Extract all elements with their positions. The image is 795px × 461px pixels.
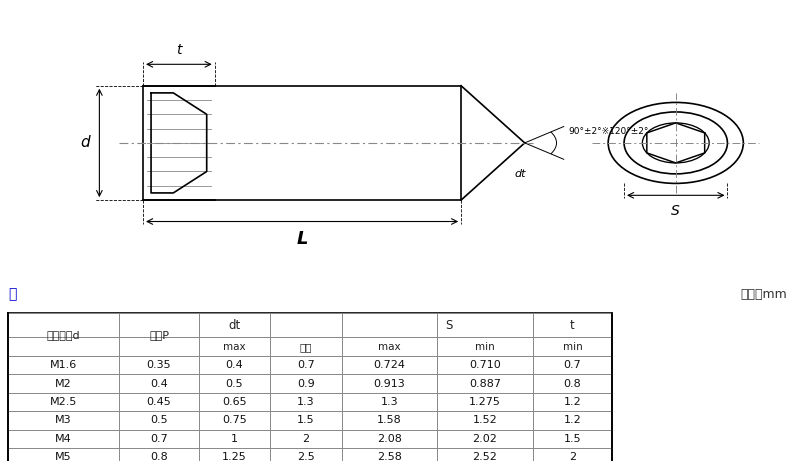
Text: 2.08: 2.08: [377, 434, 402, 444]
Text: 1.52: 1.52: [472, 415, 498, 426]
Text: t: t: [570, 319, 575, 332]
Text: 1.2: 1.2: [564, 415, 581, 426]
Text: 2.52: 2.52: [472, 452, 498, 461]
Text: 2: 2: [569, 452, 576, 461]
Text: 0.7: 0.7: [150, 434, 168, 444]
Text: 1.25: 1.25: [222, 452, 247, 461]
Text: 0.4: 0.4: [226, 360, 243, 370]
Text: 0.7: 0.7: [564, 360, 581, 370]
Text: 单位：mm: 单位：mm: [740, 288, 787, 301]
Text: 0.75: 0.75: [222, 415, 247, 426]
Text: 螺距P: 螺距P: [149, 330, 169, 340]
Text: M4: M4: [55, 434, 72, 444]
Text: 0.7: 0.7: [297, 360, 315, 370]
Text: 0.913: 0.913: [374, 378, 405, 389]
Text: 0.45: 0.45: [146, 397, 172, 407]
Text: max: max: [378, 342, 401, 352]
Text: 2: 2: [303, 434, 309, 444]
Text: 1.5: 1.5: [297, 415, 315, 426]
Text: 0.9: 0.9: [297, 378, 315, 389]
Text: 1.58: 1.58: [377, 415, 402, 426]
Text: 0.710: 0.710: [469, 360, 501, 370]
Text: M2: M2: [55, 378, 72, 389]
Text: 0.65: 0.65: [223, 397, 246, 407]
Text: 公称: 公称: [300, 342, 312, 352]
Text: 0.5: 0.5: [150, 415, 168, 426]
Text: max: max: [223, 342, 246, 352]
Text: min: min: [563, 342, 582, 352]
Text: M3: M3: [56, 415, 72, 426]
Text: L: L: [297, 230, 308, 248]
Text: 90°±2°※120°±2°: 90°±2°※120°±2°: [568, 126, 649, 136]
Text: 0.35: 0.35: [147, 360, 171, 370]
Text: dt: dt: [228, 319, 241, 332]
Text: 0.8: 0.8: [564, 378, 581, 389]
Text: 度: 度: [8, 288, 17, 301]
Text: 1.5: 1.5: [564, 434, 581, 444]
Text: 1.2: 1.2: [564, 397, 581, 407]
Text: d: d: [80, 136, 90, 150]
Text: 2.02: 2.02: [472, 434, 498, 444]
Text: S: S: [671, 204, 681, 218]
Text: 1.3: 1.3: [297, 397, 315, 407]
Text: 2.58: 2.58: [377, 452, 402, 461]
Text: 2.5: 2.5: [297, 452, 315, 461]
Text: 0.4: 0.4: [150, 378, 168, 389]
Text: 公称直径d: 公称直径d: [47, 330, 80, 340]
Text: 0.724: 0.724: [374, 360, 405, 370]
Text: 0.5: 0.5: [226, 378, 243, 389]
Text: dt: dt: [515, 169, 526, 179]
Text: M5: M5: [56, 452, 72, 461]
Text: M2.5: M2.5: [50, 397, 77, 407]
Text: M1.6: M1.6: [50, 360, 77, 370]
Text: 1: 1: [231, 434, 238, 444]
Text: min: min: [475, 342, 494, 352]
Text: 0.8: 0.8: [150, 452, 168, 461]
Text: 1.3: 1.3: [381, 397, 398, 407]
Text: S: S: [445, 319, 453, 332]
Text: 1.275: 1.275: [469, 397, 501, 407]
Text: 0.887: 0.887: [469, 378, 501, 389]
Text: t: t: [176, 43, 181, 57]
